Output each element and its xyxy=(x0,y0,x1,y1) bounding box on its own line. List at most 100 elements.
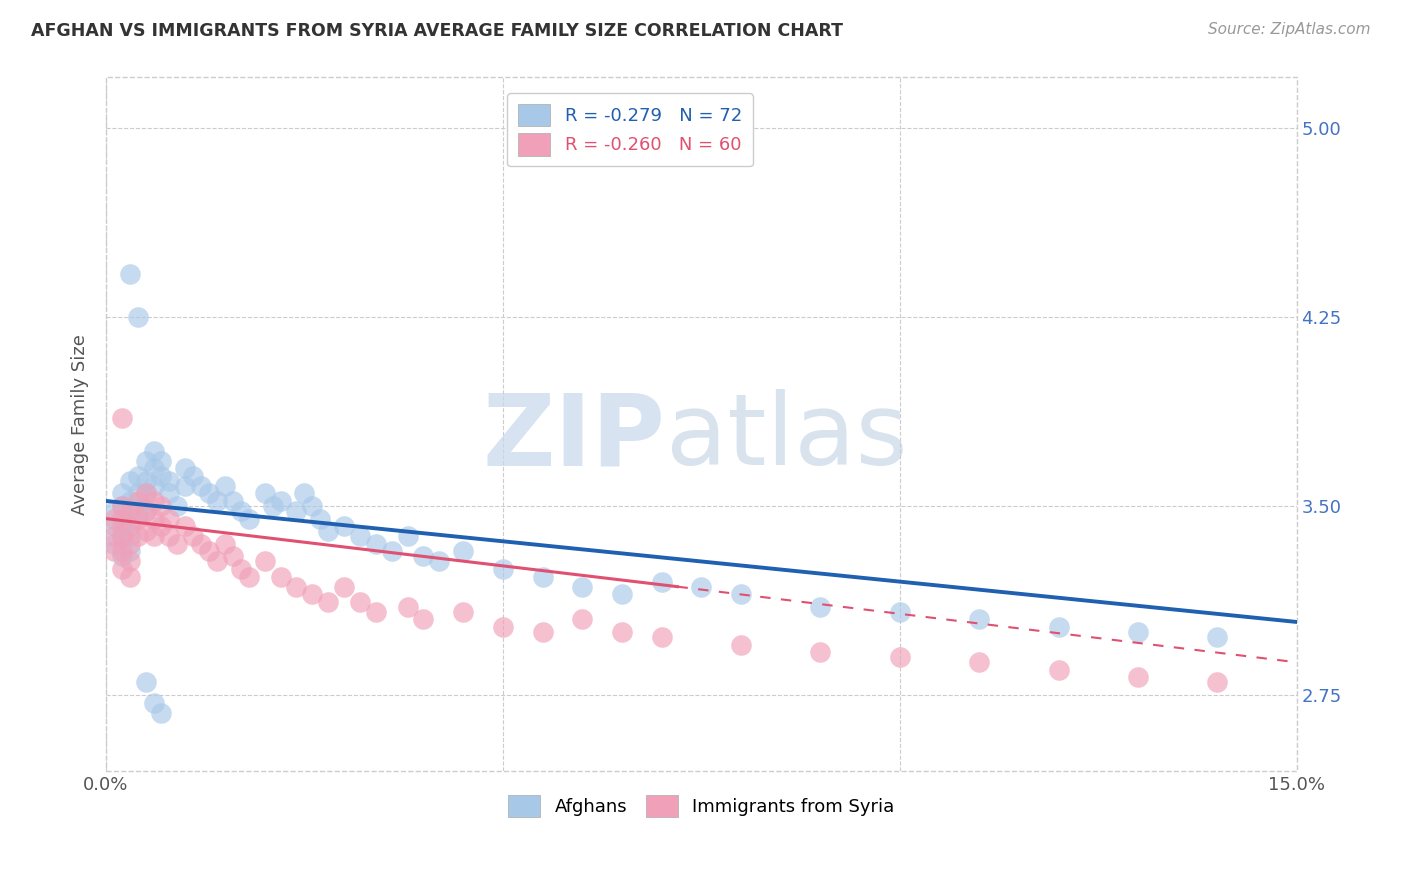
Point xyxy=(651,630,673,644)
Point xyxy=(103,511,125,525)
Point xyxy=(118,511,141,525)
Point xyxy=(229,504,252,518)
Point xyxy=(412,549,434,564)
Point xyxy=(135,453,157,467)
Point xyxy=(142,511,165,525)
Point xyxy=(118,529,141,543)
Point xyxy=(150,706,173,720)
Point xyxy=(364,605,387,619)
Point xyxy=(205,554,228,568)
Text: ZIP: ZIP xyxy=(482,390,665,486)
Point xyxy=(181,468,204,483)
Point xyxy=(111,499,134,513)
Point xyxy=(103,519,125,533)
Point xyxy=(531,569,554,583)
Point xyxy=(889,605,911,619)
Point xyxy=(198,544,221,558)
Point xyxy=(150,453,173,467)
Point xyxy=(571,580,593,594)
Point xyxy=(1206,675,1229,690)
Point xyxy=(492,562,515,576)
Point xyxy=(118,569,141,583)
Point xyxy=(690,580,713,594)
Point xyxy=(103,504,125,518)
Point xyxy=(396,529,419,543)
Point xyxy=(967,655,990,669)
Point xyxy=(118,267,141,281)
Point xyxy=(364,537,387,551)
Point xyxy=(135,474,157,488)
Point xyxy=(127,511,149,525)
Text: atlas: atlas xyxy=(665,390,907,486)
Point xyxy=(1206,630,1229,644)
Point xyxy=(103,529,125,543)
Point xyxy=(150,519,173,533)
Point xyxy=(222,549,245,564)
Point xyxy=(214,537,236,551)
Point xyxy=(531,625,554,640)
Point xyxy=(214,479,236,493)
Point xyxy=(127,529,149,543)
Point xyxy=(412,612,434,626)
Point xyxy=(174,519,197,533)
Point xyxy=(651,574,673,589)
Point xyxy=(118,537,141,551)
Point xyxy=(571,612,593,626)
Point xyxy=(111,410,134,425)
Point xyxy=(190,537,212,551)
Point xyxy=(381,544,404,558)
Point xyxy=(111,519,134,533)
Point xyxy=(142,529,165,543)
Point xyxy=(316,595,339,609)
Point xyxy=(103,537,125,551)
Point xyxy=(285,504,308,518)
Point xyxy=(111,486,134,500)
Point xyxy=(127,504,149,518)
Legend: Afghans, Immigrants from Syria: Afghans, Immigrants from Syria xyxy=(501,788,901,824)
Point xyxy=(174,479,197,493)
Point xyxy=(111,529,134,543)
Point xyxy=(142,494,165,508)
Point xyxy=(166,537,188,551)
Point xyxy=(135,675,157,690)
Point xyxy=(270,494,292,508)
Point xyxy=(396,599,419,614)
Point xyxy=(349,595,371,609)
Point xyxy=(301,587,323,601)
Point xyxy=(451,605,474,619)
Point xyxy=(316,524,339,539)
Point xyxy=(111,544,134,558)
Point xyxy=(349,529,371,543)
Point xyxy=(111,562,134,576)
Point xyxy=(889,650,911,665)
Point xyxy=(135,524,157,539)
Point xyxy=(285,580,308,594)
Point xyxy=(333,519,356,533)
Point xyxy=(111,499,134,513)
Point xyxy=(451,544,474,558)
Point xyxy=(1126,625,1149,640)
Point xyxy=(111,511,134,525)
Point xyxy=(142,461,165,475)
Point xyxy=(174,461,197,475)
Point xyxy=(270,569,292,583)
Point xyxy=(118,554,141,568)
Point xyxy=(198,486,221,500)
Point xyxy=(157,486,180,500)
Point xyxy=(301,499,323,513)
Point xyxy=(157,529,180,543)
Point xyxy=(730,587,752,601)
Point xyxy=(1047,620,1070,634)
Point xyxy=(157,474,180,488)
Point xyxy=(730,638,752,652)
Point xyxy=(127,486,149,500)
Point xyxy=(190,479,212,493)
Point xyxy=(808,645,831,659)
Point xyxy=(1047,663,1070,677)
Point xyxy=(127,494,149,508)
Point xyxy=(181,529,204,543)
Point xyxy=(150,468,173,483)
Point xyxy=(118,474,141,488)
Point xyxy=(118,544,141,558)
Point xyxy=(253,554,276,568)
